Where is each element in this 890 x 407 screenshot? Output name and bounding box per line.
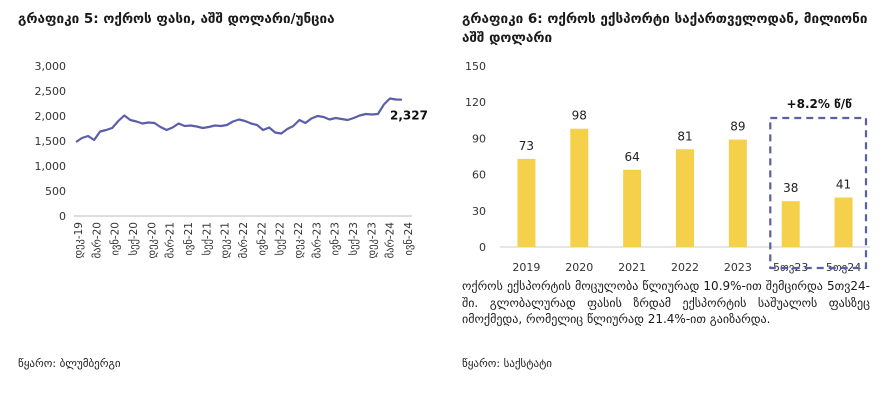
gold-price-source: წყარო: ბლუმბერგი xyxy=(18,357,121,370)
x-tick-label: დეკ-21 xyxy=(220,222,232,258)
x-tick-label: დეკ-19 xyxy=(73,222,85,258)
category-label: 2020 xyxy=(565,261,593,274)
bar-2022 xyxy=(676,149,694,247)
gold-export-source: წყარო: საქსტატი xyxy=(462,357,552,370)
bar-5თვ23 xyxy=(781,201,800,247)
y-tick-label: 0 xyxy=(59,210,66,223)
y-tick-label: 2,500 xyxy=(35,85,67,98)
x-tick-label: ივნ-24 xyxy=(403,222,415,256)
bar-2019 xyxy=(517,158,536,247)
bar-value-label: 64 xyxy=(625,150,640,164)
gold-price-line-chart: 0 500 1,000 1,500 2,000 2,500 3,000 დეკ-19 მარ-2… xyxy=(35,60,428,259)
x-tick-label: ივნ-20 xyxy=(110,222,122,255)
gold-export-description: ოქროს ექსპორტის მოცულობა წლიურად 10.9%-ი… xyxy=(462,279,870,326)
category-label: 5თვ23 xyxy=(773,261,808,274)
x-tick-label: დეკ-20 xyxy=(146,222,158,258)
bar-value-label: 89 xyxy=(730,120,745,134)
gold-price-line xyxy=(75,97,403,143)
bar-2021 xyxy=(623,169,642,247)
bar-2023 xyxy=(728,139,747,247)
y-tick-label: 3,000 xyxy=(35,60,67,73)
x-tick-label: მარ-21 xyxy=(165,222,177,258)
y-tick-label: 60 xyxy=(472,169,486,182)
x-tick-label: მარ-24 xyxy=(385,222,397,259)
bar-value-label: 81 xyxy=(677,129,692,143)
y-tick-label: 120 xyxy=(465,96,486,109)
y-tick-label: 1,000 xyxy=(35,160,67,173)
y-tick-label: 90 xyxy=(472,132,486,145)
category-label: 2019 xyxy=(512,261,540,274)
bar-value-label: 73 xyxy=(519,139,534,153)
y-tick-label: 1,500 xyxy=(35,135,67,148)
x-tick-label: სექ-20 xyxy=(128,222,140,255)
category-label: 2022 xyxy=(671,261,699,274)
x-tick-label: მარ-23 xyxy=(311,222,323,258)
gold-price-panel: გრაფიკი 5: ოქროს ფასი, აშშ დოლარი/უნცია … xyxy=(0,0,440,407)
bar-value-label: 41 xyxy=(836,178,851,192)
x-tick-label: მარ-20 xyxy=(91,222,103,258)
x-tick-label: მარ-22 xyxy=(238,222,250,258)
gold-export-bar-chart: 0 30 60 90 120 150 73 2019 98 2020 64 2021 81 2022 89 2… xyxy=(465,60,870,274)
x-tick-label: ივნ-23 xyxy=(330,222,342,255)
x-tick-label: დეკ-22 xyxy=(293,222,305,258)
x-tick-label: ივნ-21 xyxy=(183,222,195,255)
x-tick-label: დეკ-23 xyxy=(366,222,378,258)
annotation-label: +8.2% წ/წ xyxy=(787,97,853,111)
bar-5თვ24 xyxy=(834,197,853,247)
y-tick-label: 500 xyxy=(45,185,66,198)
annotation-box xyxy=(769,116,868,270)
gold-export-chart-title: გრაფიკი 6: ოქროს ექსპორტი საქართველოდან,… xyxy=(462,11,868,46)
gold-export-panel: გრაფიკი 6: ოქროს ექსპორტი საქართველოდან,… xyxy=(450,0,890,407)
x-tick-label: სექ-23 xyxy=(348,222,360,255)
bar-value-label: 98 xyxy=(572,109,587,123)
category-label: 2021 xyxy=(618,261,646,274)
end-value-label: 2,327 xyxy=(390,109,428,123)
gold-price-chart-title: გრაფიკი 5: ოქროს ფასი, აშშ დოლარი/უნცია xyxy=(18,11,335,27)
y-tick-label: 30 xyxy=(472,205,486,218)
y-tick-label: 2,000 xyxy=(35,110,67,123)
y-tick-label: 150 xyxy=(465,60,486,73)
bar-value-label: 38 xyxy=(783,181,798,195)
category-label: 2023 xyxy=(724,261,752,274)
y-tick-label: 0 xyxy=(479,241,486,254)
bar-2020 xyxy=(570,128,589,247)
x-tick-label: სექ-22 xyxy=(275,222,287,255)
x-tick-label: სექ-21 xyxy=(201,222,213,255)
x-tick-label: ივნ-22 xyxy=(256,222,268,255)
